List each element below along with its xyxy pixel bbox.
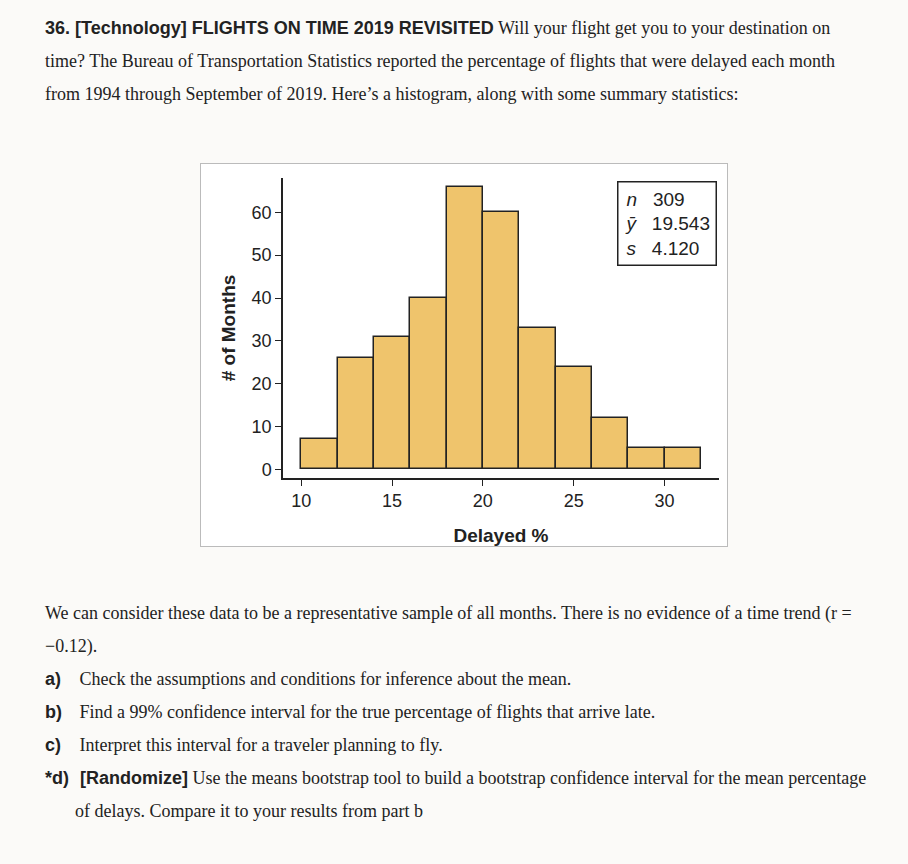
svg-text:60: 60	[252, 203, 272, 223]
html-text:Interpret this interval for a: Interpret this interval for a traveler p…	[79, 735, 443, 755]
svg-text:10: 10	[252, 417, 272, 437]
svg-text:n 309ȳ 19.543s 4.120: n 309ȳ 19.543s 4.120	[625, 189, 710, 259]
svg-text:50: 50	[252, 245, 272, 265]
html-text:Find a 99% confidence interval: Find a 99% confidence interval for the t…	[79, 702, 656, 722]
svg-text:40: 40	[252, 288, 272, 308]
svg-text:25: 25	[564, 491, 584, 511]
svg-text:15: 15	[382, 491, 402, 511]
svg-text:20: 20	[473, 491, 493, 511]
html-text:36. [Technology] FLIGHTS ON TI: 36. [Technology] FLIGHTS ON TIME 2019 RE…	[45, 18, 835, 104]
svg-text:Delayed %: Delayed %	[453, 525, 548, 546]
html-text:a): a)	[45, 669, 61, 689]
svg-text:20: 20	[252, 374, 272, 394]
html-text:b): b)	[45, 702, 62, 722]
svg-text:# of Months: # of Months	[218, 275, 239, 382]
svg-text:30: 30	[654, 491, 674, 511]
svg-text:30: 30	[252, 331, 272, 351]
html-text:Check the assumptions and cond: Check the assumptions and conditions for…	[79, 669, 572, 689]
html-text:We can consider these data to: We can consider these data to be a repre…	[45, 603, 852, 656]
svg-text:10: 10	[291, 491, 311, 511]
svg-text:0: 0	[262, 460, 272, 480]
html-text:c): c)	[45, 735, 61, 755]
html-text:*d) [Randomize] Use the means: *d) [Randomize] Use the means bootstrap …	[45, 768, 867, 821]
